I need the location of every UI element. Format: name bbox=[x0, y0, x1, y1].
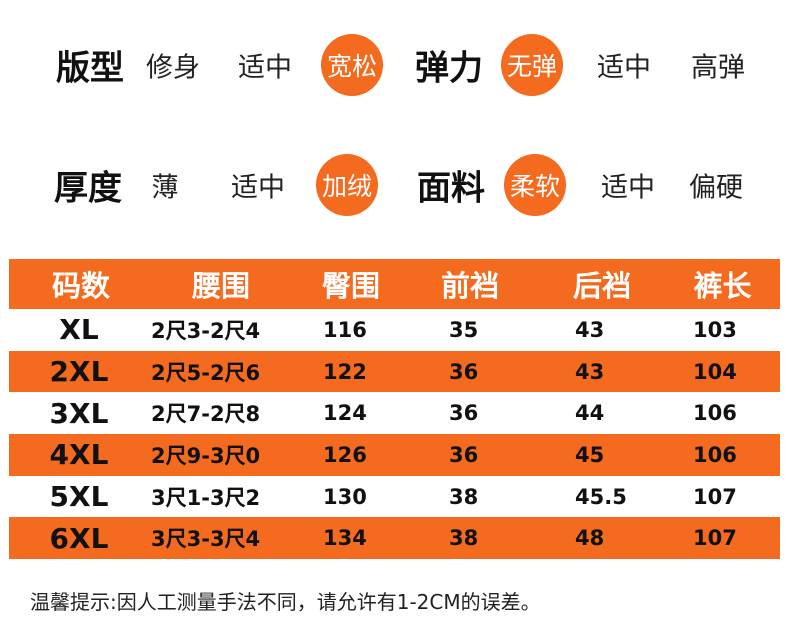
cell-size: 3XL bbox=[49, 396, 109, 430]
cell-hip: 116 bbox=[323, 317, 367, 342]
cell-front-rise: 36 bbox=[449, 442, 479, 467]
cell-length: 106 bbox=[693, 442, 737, 467]
thickness-option-regular: 适中 bbox=[231, 172, 285, 204]
size-table-header: 码数 腰围 臀围 前裆 后裆 裤长 bbox=[9, 259, 780, 309]
stretch-option-none-selected: 无弹 bbox=[501, 34, 563, 96]
fabric-option-stiff: 偏硬 bbox=[689, 172, 743, 204]
cell-front-rise: 36 bbox=[449, 401, 479, 426]
header-length: 裤长 bbox=[693, 269, 752, 303]
thickness-option-thin: 薄 bbox=[151, 172, 179, 204]
header-waist: 腰围 bbox=[191, 269, 250, 303]
cell-front-rise: 38 bbox=[449, 484, 479, 509]
table-row: 3XL 2尺7-2尺8 124 36 44 106 bbox=[9, 392, 780, 434]
cell-length: 104 bbox=[693, 359, 737, 384]
attribute-row-2: 厚度 薄 适中 加绒 面料 柔软 适中 偏硬 bbox=[0, 150, 790, 220]
header-front-rise: 前裆 bbox=[440, 269, 499, 303]
fit-option-regular: 适中 bbox=[238, 52, 292, 84]
header-size: 码数 bbox=[51, 269, 110, 303]
cell-hip: 122 bbox=[323, 359, 367, 384]
header-hip: 臀围 bbox=[321, 269, 380, 303]
thickness-option-fleece-selected: 加绒 bbox=[316, 154, 378, 216]
measurement-note: 温馨提示:因人工测量手法不同，请允许有1-2CM的误差。 bbox=[30, 590, 541, 614]
fit-option-slim: 修身 bbox=[146, 52, 200, 84]
cell-back-rise: 45 bbox=[575, 442, 605, 467]
cell-length: 106 bbox=[693, 401, 737, 426]
cell-size: XL bbox=[59, 313, 99, 347]
cell-length: 107 bbox=[693, 484, 737, 509]
header-back-rise: 后裆 bbox=[572, 269, 631, 303]
cell-hip: 130 bbox=[323, 484, 367, 509]
stretch-option-high: 高弹 bbox=[691, 52, 745, 84]
cell-back-rise: 43 bbox=[575, 317, 605, 342]
cell-size: 5XL bbox=[49, 480, 109, 514]
fit-title: 版型 bbox=[56, 48, 124, 89]
table-row: 2XL 2尺5-2尺6 122 36 43 104 bbox=[9, 350, 780, 393]
cell-length: 103 bbox=[693, 317, 737, 342]
cell-size: 4XL bbox=[49, 438, 109, 472]
cell-back-rise: 45.5 bbox=[575, 484, 627, 509]
fabric-title: 面料 bbox=[417, 168, 485, 209]
table-row: XL 2尺3-2尺4 116 35 43 103 bbox=[9, 309, 780, 351]
fabric-option-regular: 适中 bbox=[601, 172, 655, 204]
fabric-option-soft-selected: 柔软 bbox=[504, 154, 566, 216]
cell-waist: 2尺7-2尺8 bbox=[151, 402, 261, 427]
cell-front-rise: 38 bbox=[449, 526, 479, 551]
fit-option-loose-selected: 宽松 bbox=[321, 34, 383, 96]
cell-waist: 2尺9-3尺0 bbox=[151, 443, 261, 468]
cell-front-rise: 35 bbox=[449, 317, 479, 342]
cell-waist: 2尺3-2尺4 bbox=[151, 318, 261, 343]
cell-hip: 126 bbox=[323, 442, 367, 467]
table-row: 5XL 3尺1-3尺2 130 38 45.5 107 bbox=[9, 476, 780, 518]
stretch-title: 弹力 bbox=[415, 48, 483, 89]
size-table: 码数 腰围 臀围 前裆 后裆 裤长 XL 2尺3-2尺4 116 35 43 1… bbox=[9, 259, 780, 560]
cell-size: 6XL bbox=[49, 521, 109, 555]
cell-back-rise: 43 bbox=[575, 359, 605, 384]
cell-size: 2XL bbox=[49, 355, 109, 389]
thickness-title: 厚度 bbox=[54, 168, 122, 209]
cell-waist: 3尺3-3尺4 bbox=[151, 527, 261, 552]
cell-waist: 3尺1-3尺2 bbox=[151, 485, 261, 510]
stretch-option-medium: 适中 bbox=[597, 52, 651, 84]
cell-back-rise: 48 bbox=[575, 526, 605, 551]
cell-back-rise: 44 bbox=[575, 401, 605, 426]
attribute-row-1: 版型 修身 适中 宽松 弹力 无弹 适中 高弹 bbox=[0, 30, 790, 100]
table-row: 6XL 3尺3-3尺4 134 38 48 107 bbox=[9, 517, 780, 560]
cell-waist: 2尺5-2尺6 bbox=[151, 360, 261, 385]
cell-hip: 124 bbox=[323, 401, 367, 426]
table-row: 4XL 2尺9-3尺0 126 36 45 106 bbox=[9, 434, 780, 476]
cell-hip: 134 bbox=[323, 526, 367, 551]
cell-length: 107 bbox=[693, 526, 737, 551]
cell-front-rise: 36 bbox=[449, 359, 479, 384]
